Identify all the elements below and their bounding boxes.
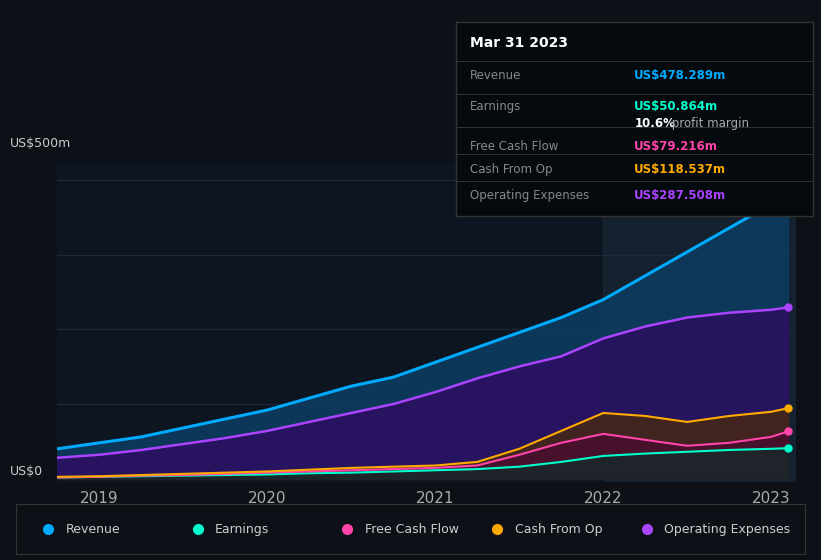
Text: Cash From Op: Cash From Op (470, 164, 553, 176)
Text: US$50.864m: US$50.864m (635, 100, 718, 113)
Text: 10.6%: 10.6% (635, 117, 675, 130)
Text: US$118.537m: US$118.537m (635, 164, 727, 176)
Text: Free Cash Flow: Free Cash Flow (470, 140, 558, 153)
Text: US$0: US$0 (10, 465, 43, 478)
Text: US$500m: US$500m (10, 137, 71, 150)
Text: US$478.289m: US$478.289m (635, 69, 727, 82)
Text: profit margin: profit margin (668, 117, 749, 130)
Text: US$287.508m: US$287.508m (635, 189, 727, 202)
Text: Earnings: Earnings (470, 100, 521, 113)
Bar (603, 162, 796, 482)
Text: Cash From Op: Cash From Op (515, 522, 602, 536)
Text: Operating Expenses: Operating Expenses (470, 189, 589, 202)
Text: Mar 31 2023: Mar 31 2023 (470, 36, 568, 50)
Text: Free Cash Flow: Free Cash Flow (365, 522, 459, 536)
Text: Revenue: Revenue (470, 69, 521, 82)
Text: Earnings: Earnings (215, 522, 269, 536)
Text: Revenue: Revenue (66, 522, 120, 536)
Text: Operating Expenses: Operating Expenses (664, 522, 791, 536)
Text: US$79.216m: US$79.216m (635, 140, 718, 153)
